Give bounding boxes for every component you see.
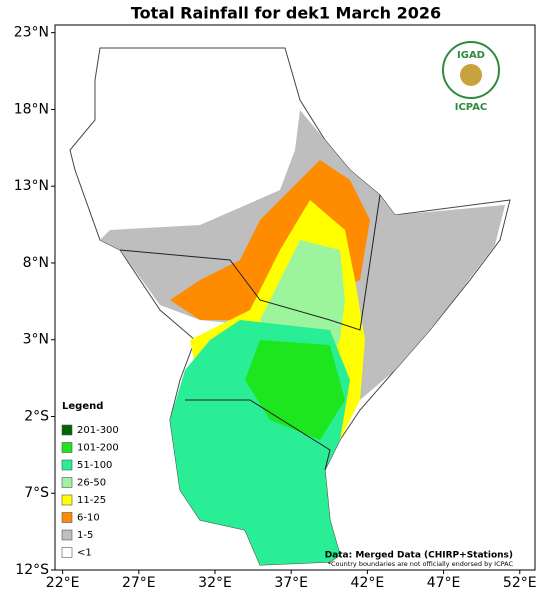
rain-101-200 <box>245 340 345 440</box>
x-tick-label: 37°E <box>274 575 308 591</box>
logo-bottom: ICPAC <box>455 102 488 113</box>
legend-title: Legend <box>62 401 103 412</box>
map-frame <box>54 24 536 571</box>
y-tick-label: 18°N <box>14 101 49 117</box>
borders <box>185 399 331 471</box>
x-tick-label: 42°E <box>351 575 385 591</box>
legend-swatch <box>61 547 73 558</box>
legend-swatch <box>61 459 73 471</box>
y-tick-label: 7°S <box>24 485 49 501</box>
logo-top: IGAD <box>457 50 485 61</box>
borders <box>119 194 381 331</box>
legend-swatch <box>61 442 73 453</box>
legend-swatch <box>61 424 73 436</box>
legend-label: 6-10 <box>77 513 100 524</box>
legend-swatch <box>61 494 73 506</box>
legend-label: 51-100 <box>77 460 112 471</box>
legend-swatch <box>61 477 73 488</box>
x-tick-label: 27°E <box>122 575 156 591</box>
y-tick-label: 2°S <box>24 408 49 424</box>
legend-label: 201-300 <box>77 425 119 436</box>
logo: IGAD ICPAC <box>442 41 500 113</box>
legend-swatch <box>61 512 73 523</box>
legend-label: 11-25 <box>77 495 106 506</box>
x-tick-label: 32°E <box>198 575 232 591</box>
legend-label: <1 <box>77 548 92 559</box>
map-title: Total Rainfall for dek1 March 2026 <box>131 4 441 23</box>
legend-label: 26-50 <box>77 478 106 489</box>
disclaimer: *Country boundaries are not officially e… <box>328 560 514 568</box>
legend-swatch <box>61 529 73 541</box>
x-tick-label: 47°E <box>427 575 461 591</box>
source-note: Data: Merged Data (CHIRP+Stations) <box>325 551 513 561</box>
y-tick-label: 13°N <box>14 178 49 194</box>
y-tick-label: 23°N <box>14 25 49 41</box>
land <box>69 47 511 566</box>
legend-label: 101-200 <box>77 443 119 454</box>
y-tick-label: 8°N <box>23 255 49 271</box>
logo-emblem <box>460 64 482 86</box>
x-tick-label: 22°E <box>46 575 80 591</box>
x-tick-label: 52°E <box>503 575 537 591</box>
y-tick-label: 3°N <box>23 332 49 348</box>
y-tick-label: 12°S <box>15 562 49 578</box>
legend-label: 1-5 <box>77 530 93 541</box>
